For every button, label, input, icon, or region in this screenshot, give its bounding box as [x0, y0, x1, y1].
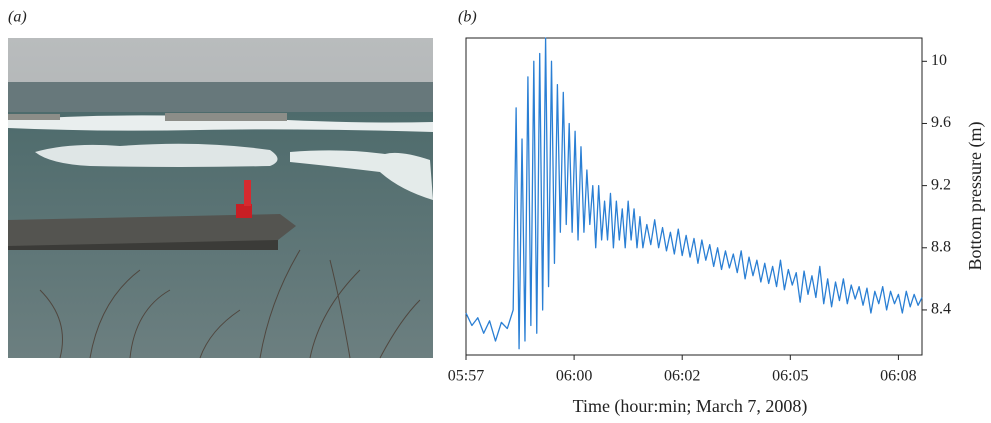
- y-axis-label: Bottom pressure (m): [965, 122, 986, 271]
- y-tick-label: 10: [931, 52, 947, 69]
- x-tick-label: 06:05: [772, 368, 808, 385]
- x-tick-label: 06:00: [556, 368, 592, 385]
- panel-label: (b): [458, 9, 477, 26]
- x-axis-label: Time (hour:min; March 7, 2008): [573, 396, 808, 417]
- y-tick-label: 9.6: [931, 114, 951, 131]
- panel-label: (a): [8, 9, 27, 26]
- x-tick-label: 05:57: [448, 368, 484, 385]
- y-tick-label: 8.8: [931, 238, 951, 255]
- plot-frame: [465, 37, 923, 356]
- x-tick-label: 06:08: [880, 368, 916, 385]
- photo: [8, 38, 433, 359]
- data-line: [465, 37, 923, 350]
- y-tick-label: 9.2: [931, 176, 951, 193]
- x-tick-label: 06:02: [664, 368, 700, 385]
- y-tick-label: 8.4: [931, 301, 951, 318]
